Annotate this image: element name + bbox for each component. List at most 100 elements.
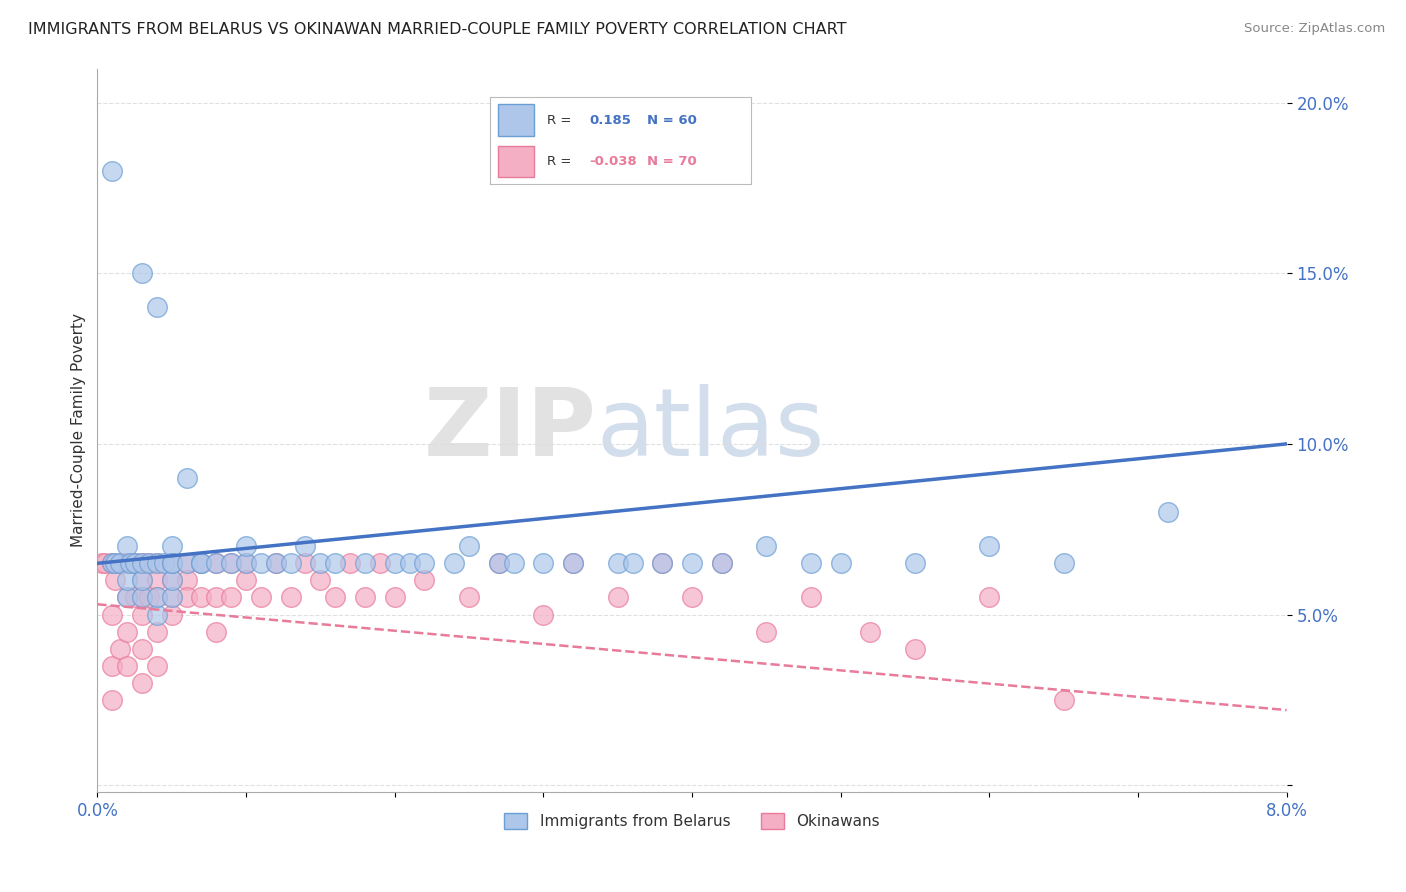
Point [205, 557, 228, 571]
Point [354, 557, 377, 571]
Point [398, 557, 420, 571]
Point [458, 539, 481, 553]
Point [859, 624, 882, 639]
Point [101, 164, 124, 178]
Point [104, 557, 127, 571]
Point [101, 693, 124, 707]
Point [205, 591, 228, 605]
Point [264, 557, 287, 571]
Point [115, 539, 138, 553]
Legend: Immigrants from Belarus, Okinawans: Immigrants from Belarus, Okinawans [498, 806, 886, 835]
Point [115, 574, 138, 588]
Point [531, 557, 554, 571]
Point [681, 591, 703, 605]
Point [146, 574, 169, 588]
Point [176, 557, 198, 571]
Point [339, 557, 361, 571]
Point [830, 557, 852, 571]
Point [205, 557, 228, 571]
Point [115, 591, 138, 605]
Point [309, 557, 332, 571]
Point [146, 658, 169, 673]
Point [94, 557, 117, 571]
Point [146, 607, 169, 622]
Point [323, 591, 346, 605]
Point [160, 607, 183, 622]
Point [131, 675, 153, 690]
Point [131, 591, 153, 605]
Point [800, 591, 823, 605]
Point [651, 557, 673, 571]
Point [443, 557, 465, 571]
Point [651, 557, 673, 571]
Point [606, 591, 628, 605]
Point [488, 557, 510, 571]
Point [160, 557, 183, 571]
Point [190, 557, 212, 571]
Point [280, 591, 302, 605]
Point [368, 557, 391, 571]
Point [531, 607, 554, 622]
Point [235, 557, 257, 571]
Point [904, 557, 927, 571]
Point [800, 557, 823, 571]
Point [979, 591, 1001, 605]
Point [115, 624, 138, 639]
Point [101, 557, 124, 571]
Point [264, 557, 287, 571]
Point [219, 557, 242, 571]
Point [176, 557, 198, 571]
Point [115, 557, 138, 571]
Point [153, 557, 176, 571]
Point [235, 539, 257, 553]
Point [309, 574, 332, 588]
Point [108, 641, 131, 656]
Point [146, 557, 169, 571]
Text: atlas: atlas [596, 384, 825, 476]
Point [562, 557, 585, 571]
Point [488, 557, 510, 571]
Point [235, 574, 257, 588]
Point [124, 557, 146, 571]
Point [1156, 505, 1178, 519]
Point [131, 591, 153, 605]
Point [621, 557, 644, 571]
Point [160, 539, 183, 553]
Point [294, 557, 316, 571]
Point [280, 557, 302, 571]
Point [160, 591, 183, 605]
Point [115, 591, 138, 605]
Point [710, 557, 733, 571]
Point [176, 591, 198, 605]
Point [205, 624, 228, 639]
Point [190, 557, 212, 571]
Point [413, 574, 436, 588]
Point [124, 557, 146, 571]
Point [160, 557, 183, 571]
Point [146, 591, 169, 605]
Point [384, 591, 406, 605]
Point [138, 557, 160, 571]
Point [101, 557, 124, 571]
Point [458, 591, 481, 605]
Point [1052, 693, 1074, 707]
Point [146, 591, 169, 605]
Point [176, 574, 198, 588]
Point [131, 574, 153, 588]
Point [115, 557, 138, 571]
Point [115, 658, 138, 673]
Point [323, 557, 346, 571]
Point [219, 557, 242, 571]
Point [190, 591, 212, 605]
Point [131, 641, 153, 656]
Point [755, 624, 778, 639]
Point [108, 557, 131, 571]
Point [101, 607, 124, 622]
Point [606, 557, 628, 571]
Point [160, 557, 183, 571]
Text: Source: ZipAtlas.com: Source: ZipAtlas.com [1244, 22, 1385, 36]
Point [146, 301, 169, 315]
Point [904, 641, 927, 656]
Point [160, 574, 183, 588]
Point [160, 591, 183, 605]
